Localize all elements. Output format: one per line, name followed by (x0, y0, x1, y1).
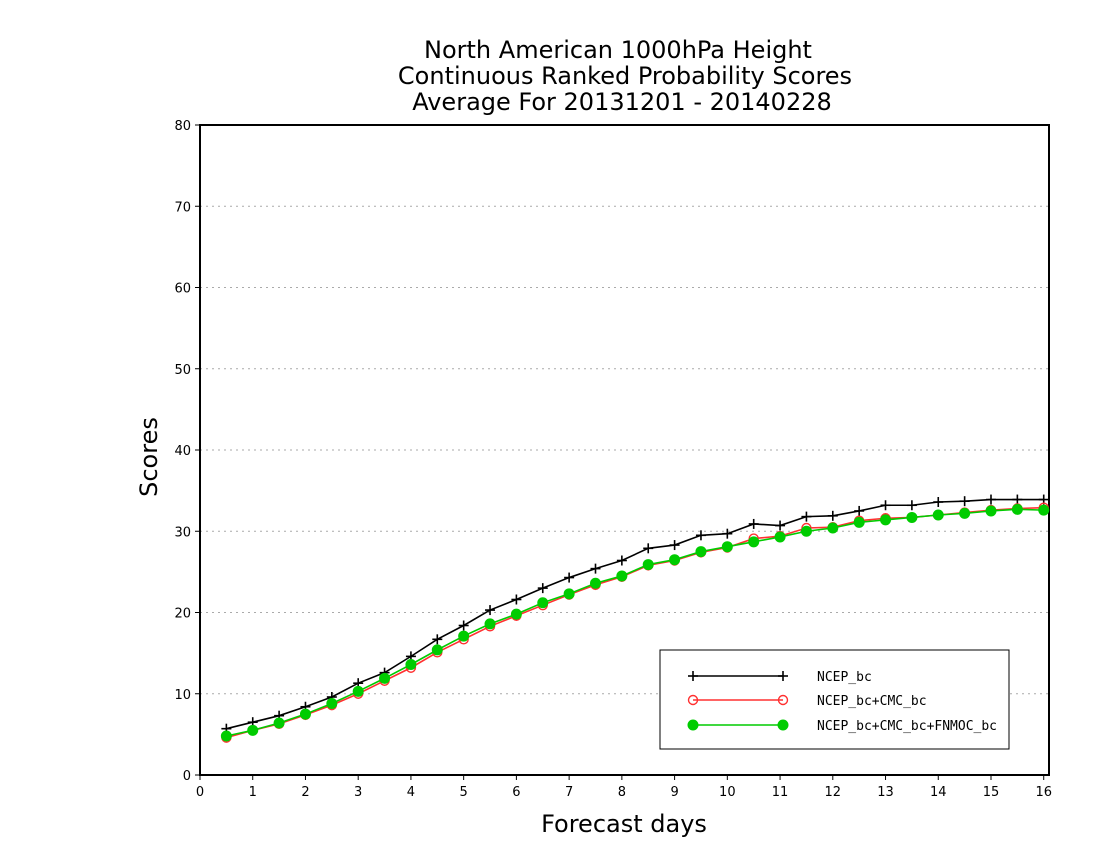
data-point (431, 644, 443, 656)
data-point (687, 694, 699, 706)
x-tick-label: 7 (565, 785, 573, 800)
grid-layer (200, 205, 1049, 695)
data-point (695, 546, 707, 558)
x-tick-label: 0 (196, 785, 204, 800)
data-point (777, 694, 789, 706)
x-axis-label: Forecast days (541, 810, 707, 838)
series-layer (220, 494, 1050, 743)
data-point (777, 719, 789, 731)
x-tick-label: 14 (930, 785, 947, 800)
series-3 (220, 503, 1050, 742)
legend-label: NCEP_bc+CMC_bc+FNMOC_bc (817, 719, 997, 734)
data-point (616, 570, 628, 582)
data-point (589, 577, 601, 589)
data-point (959, 507, 971, 519)
legend-entry: NCEP_bc (688, 670, 872, 685)
x-tick-label: 10 (719, 785, 736, 800)
chart-title: North American 1000hPa Height Continuous… (398, 36, 852, 116)
data-point (827, 522, 839, 534)
x-tick-label: 6 (512, 785, 520, 800)
legend-label: NCEP_bc+CMC_bc (817, 694, 927, 709)
y-axis-label: Scores (135, 417, 163, 497)
y-tick-label: 0 (183, 769, 191, 784)
data-point (687, 719, 699, 731)
x-tick-label: 9 (670, 785, 678, 800)
x-tick-label: 8 (618, 785, 626, 800)
x-tick-label: 1 (249, 785, 257, 800)
x-tick-label: 13 (877, 785, 894, 800)
data-point (721, 541, 733, 553)
data-point (932, 509, 944, 521)
y-tick-label: 30 (174, 525, 191, 540)
data-point (642, 559, 654, 571)
data-point (853, 516, 865, 528)
x-tick-label: 5 (460, 785, 468, 800)
data-point (247, 724, 259, 736)
chart-title-line-3: Average For 20131201 - 20140228 (412, 88, 832, 116)
y-tick-label: 10 (174, 688, 191, 703)
data-point (537, 597, 549, 609)
legend-entry: NCEP_bc+CMC_bc+FNMOC_bc (687, 719, 997, 734)
series-1 (221, 494, 1049, 734)
data-point (299, 708, 311, 720)
data-point (379, 672, 391, 684)
data-point (800, 525, 812, 537)
data-point (326, 698, 338, 709)
data-point (458, 630, 470, 642)
x-tick-label: 2 (301, 785, 309, 800)
data-point (510, 608, 522, 620)
legend-entry: NCEP_bc+CMC_bc (687, 694, 927, 709)
data-point (985, 505, 997, 517)
y-tick-label: 80 (174, 119, 191, 134)
y-tick-label: 70 (174, 200, 191, 215)
chart-title-line-2: Continuous Ranked Probability Scores (398, 62, 852, 90)
x-tick-label: 4 (407, 785, 415, 800)
data-point (669, 554, 681, 566)
data-point (1038, 504, 1050, 516)
x-tick-label: 3 (354, 785, 362, 800)
legend: NCEP_bc NCEP_bc+CMC_bc NCEP_bc+CMC_bc+FNMO… (659, 649, 1010, 750)
data-point (484, 618, 496, 630)
x-tick-label: 11 (772, 785, 789, 800)
y-tick-label: 50 (174, 363, 191, 378)
data-point (748, 536, 760, 548)
y-tick-label: 40 (174, 444, 191, 459)
data-point (220, 730, 232, 742)
x-tick-label: 16 (1035, 785, 1052, 800)
x-tick-label: 12 (825, 785, 842, 800)
data-point (880, 514, 892, 526)
data-point (352, 685, 364, 697)
chart-title-line-1: North American 1000hPa Height (424, 36, 812, 64)
data-point (906, 511, 918, 523)
y-tick-label: 20 (174, 607, 191, 622)
legend-label: NCEP_bc (817, 670, 872, 685)
data-point (774, 531, 786, 543)
x-tick-label: 15 (983, 785, 1000, 800)
data-point (563, 588, 575, 600)
data-point (1011, 503, 1023, 515)
data-point (405, 659, 417, 670)
y-tick-label: 60 (174, 282, 191, 297)
data-point (273, 717, 285, 729)
